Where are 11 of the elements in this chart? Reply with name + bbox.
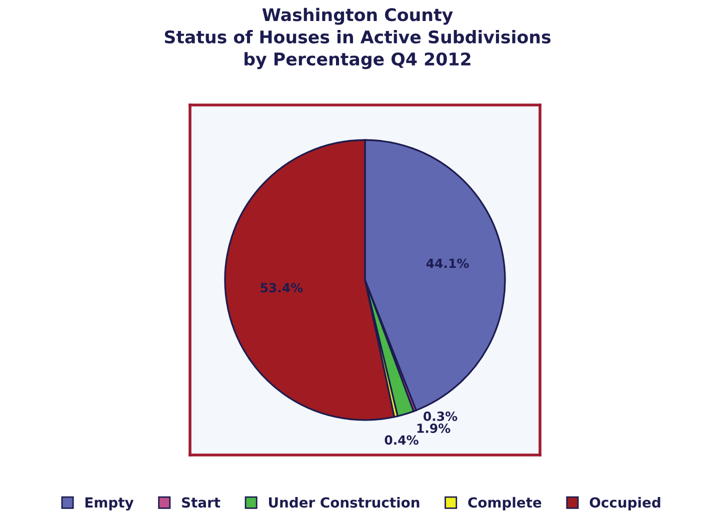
data-label: 53.4% xyxy=(260,282,303,292)
data-label: 0.3% xyxy=(424,412,458,421)
chart-title: Washington County Status of Houses in Active Subdivisions by Percentage Q4 2012 xyxy=(164,8,551,70)
legend-label: Start xyxy=(182,497,220,508)
legend-label: Complete xyxy=(468,496,542,510)
data-label: 0.4% xyxy=(384,435,418,445)
data-label: 44.1% xyxy=(426,258,469,268)
legend-label: Empty xyxy=(85,497,134,510)
legend-label: Under Construction xyxy=(269,496,420,508)
legend-label: Occupied xyxy=(590,496,660,510)
data-label: 1.9% xyxy=(417,424,450,433)
